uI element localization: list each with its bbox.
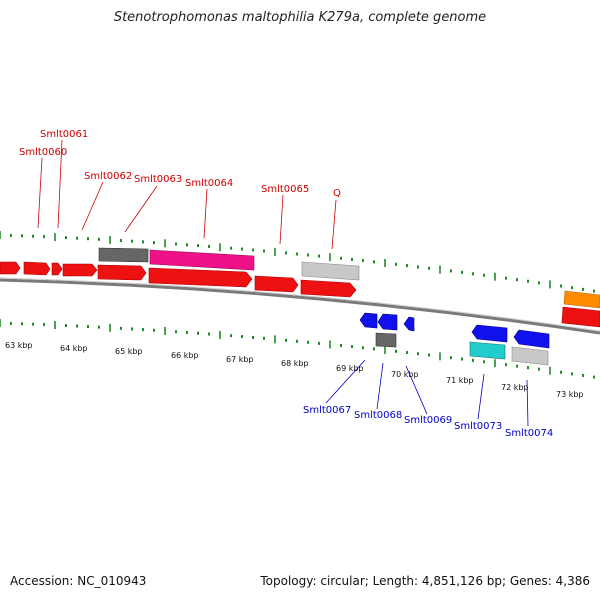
gene-box[interactable] [149,249,255,271]
feature-arrow[interactable] [0,261,21,275]
feature-arrow[interactable] [97,264,147,281]
leader-line [526,379,529,427]
gene-box[interactable] [98,247,149,263]
feature-arrow[interactable] [359,312,378,329]
feature-arrow[interactable] [513,329,550,349]
backbone-highlight [0,277,600,332]
forward-leaders [37,139,337,250]
kbp-label: 63 kbp [5,341,33,350]
feature-arrow[interactable] [561,306,600,328]
feature-arrow[interactable] [403,316,415,332]
gene-label[interactable]: Smlt0061 [40,129,88,140]
feature-arrow[interactable] [51,262,63,276]
kbp-label: 65 kbp [115,347,143,356]
leader-line [37,157,43,229]
reverse-labels: Smlt0067 Smlt0068 Smlt0069 Smlt0073 Smlt… [303,405,553,439]
gene-label[interactable]: Smlt0064 [185,178,233,189]
gene-label[interactable]: Smlt0062 [84,171,132,182]
gene-box[interactable] [511,346,549,366]
kbp-label: 64 kbp [60,344,88,353]
backbone-line [0,278,600,335]
gene-label[interactable]: Q [333,188,341,199]
gene-label[interactable]: Smlt0073 [454,421,502,432]
forward-features [0,247,600,328]
gene-label[interactable]: Smlt0060 [19,147,67,158]
leader-line [405,365,428,415]
gene-label[interactable]: Smlt0074 [505,428,553,439]
forward-labels: Smlt0061 Smlt0060 Smlt0062 Smlt0063 Smlt… [19,129,341,199]
kbp-label: 73 kbp [556,390,584,399]
gene-box[interactable] [301,261,360,281]
kbp-label: 71 kbp [446,376,474,385]
kbp-labels: 63 kbp 64 kbp 65 kbp 66 kbp 67 kbp 68 kb… [5,341,584,399]
kbp-label: 69 kbp [336,364,364,373]
leader-line [331,199,337,250]
gene-label[interactable]: Smlt0067 [303,405,351,416]
feature-arrow[interactable] [254,275,299,293]
gene-label[interactable]: Smlt0065 [261,184,309,195]
feature-arrow[interactable] [148,267,253,288]
gene-label[interactable]: Smlt0063 [134,174,182,185]
tick-row-top [0,231,595,293]
feature-arrow[interactable] [23,261,51,276]
kbp-label: 67 kbp [226,355,254,364]
reverse-features [359,312,550,366]
leader-line [477,373,485,420]
topology-text: Topology: circular; Length: 4,851,126 bp… [260,574,590,588]
leader-line [57,139,63,229]
gene-box[interactable] [375,332,397,348]
tick-row-bottom [0,319,595,379]
leader-line [81,181,104,231]
feature-arrow[interactable] [471,324,508,343]
leader-line [279,194,284,245]
reverse-leaders [325,359,529,427]
kbp-label: 70 kbp [391,370,419,379]
feature-arrow[interactable] [377,313,398,331]
leader-line [325,359,366,404]
kbp-label: 72 kbp [501,383,529,392]
accession-text: Accession: NC_010943 [10,574,147,588]
kbp-label: 68 kbp [281,359,309,368]
leader-line [203,188,208,239]
gene-label[interactable]: Smlt0068 [354,410,402,421]
gene-box[interactable] [469,341,506,360]
map-title: Stenotrophomonas maltophilia K279a, comp… [113,10,487,25]
leader-line [376,362,384,410]
feature-arrow[interactable] [62,263,98,277]
kbp-label: 66 kbp [171,351,199,360]
gene-box[interactable] [563,290,600,309]
gene-label[interactable]: Smlt0069 [404,415,452,426]
feature-arrow[interactable] [300,279,357,298]
leader-line [124,185,158,233]
